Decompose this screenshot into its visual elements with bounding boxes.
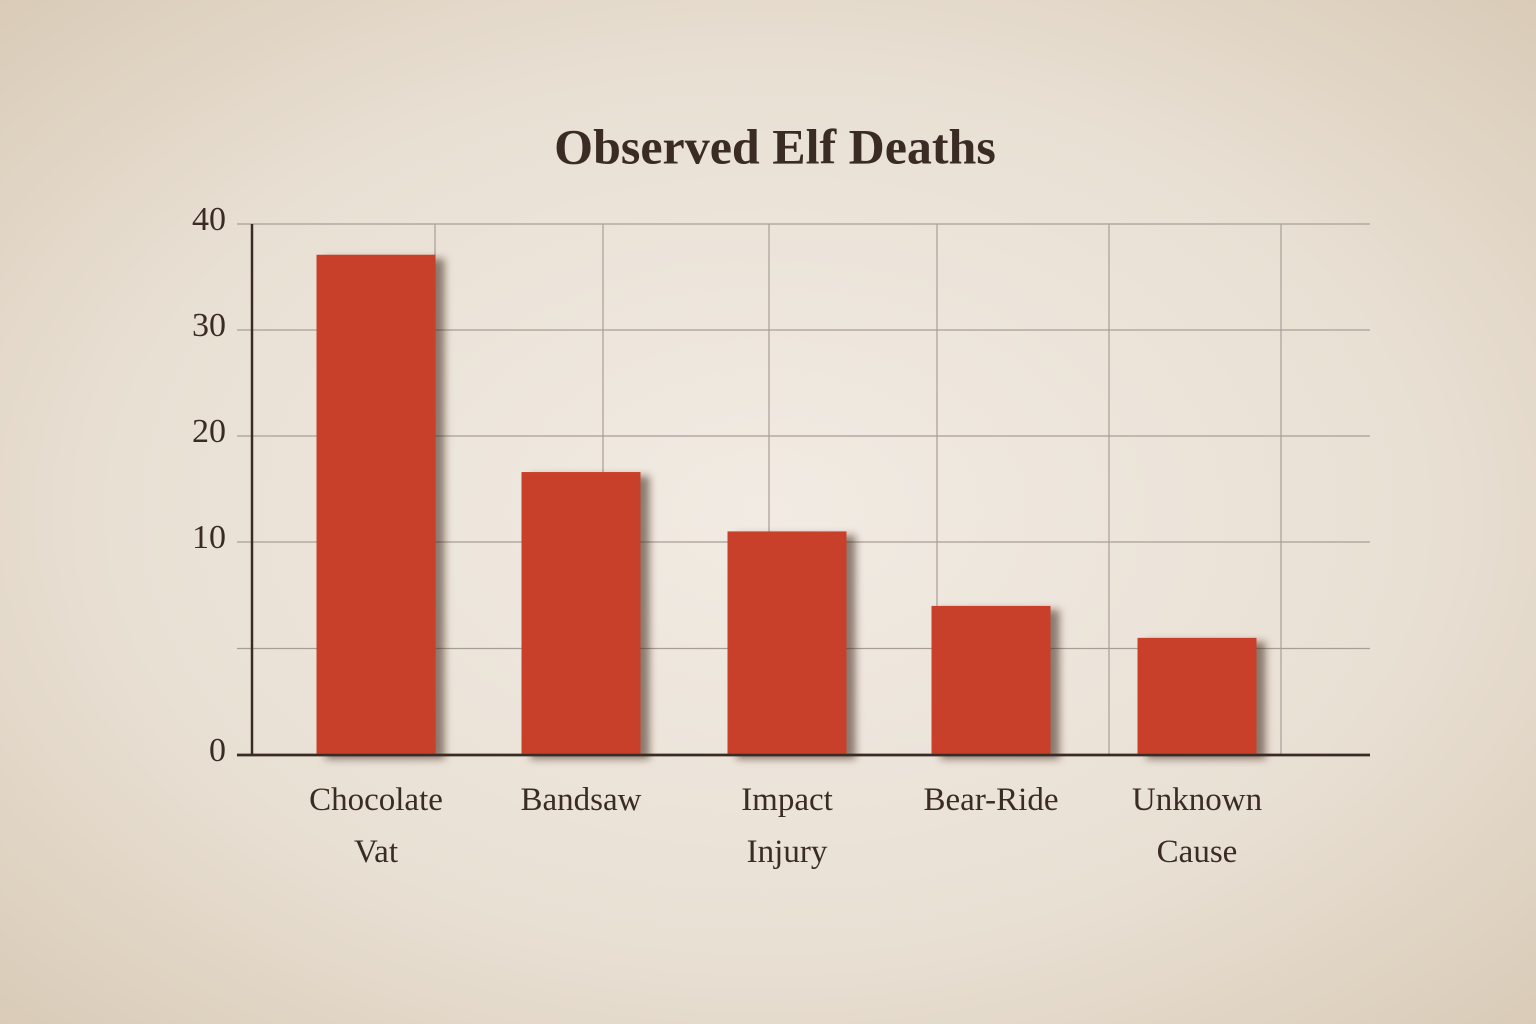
chart-title: Observed Elf Deaths — [554, 118, 996, 174]
bar — [521, 472, 641, 755]
y-tick-label: 40 — [192, 201, 226, 238]
y-tick-label: 20 — [192, 413, 226, 450]
x-tick-label: Bear-Ride — [923, 782, 1059, 818]
x-tick-label: Impact Injury — [741, 782, 833, 870]
bar — [727, 531, 847, 755]
y-tick-label: 0 — [209, 732, 226, 769]
bar — [1137, 637, 1257, 755]
x-tick-label: Chocolate Vat — [309, 782, 443, 870]
x-tick-label: Bandsaw — [520, 782, 642, 818]
x-tick-label: Unknown Cause — [1131, 782, 1263, 870]
bar — [931, 605, 1051, 755]
y-tick-label: 30 — [192, 307, 226, 344]
y-tick-label: 10 — [192, 519, 226, 556]
bar — [316, 254, 436, 756]
